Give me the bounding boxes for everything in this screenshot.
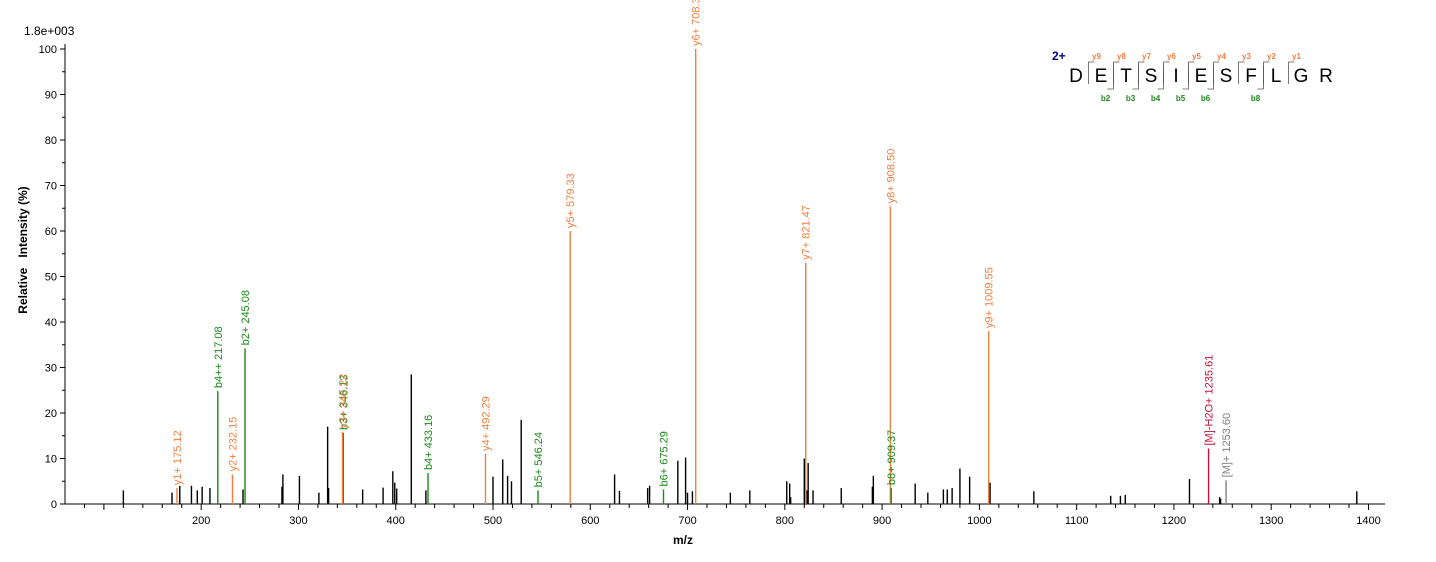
residue: D (1069, 66, 1083, 87)
y-tick-label: 100 (39, 44, 57, 56)
residue: L (1271, 66, 1282, 87)
y-fragment-bracket (1163, 61, 1170, 84)
peak-label: b4+ 433.16 (423, 415, 435, 470)
peak-label: y4+ 492.29 (481, 396, 493, 451)
y-tick-label: 90 (45, 90, 57, 102)
x-tick-label: 1300 (1259, 515, 1283, 527)
y-tick-label: 70 (45, 181, 57, 193)
b-ion-label: b6 (1201, 94, 1211, 103)
peak-label: b5+ 546.24 (533, 432, 545, 487)
peak-label: b3+ 346.13 (338, 375, 350, 430)
b-ion-label: b3 (1126, 94, 1136, 103)
y-tick-label: 80 (45, 135, 57, 147)
b-ion-label: b2 (1101, 94, 1111, 103)
y-ion-label: y7 (1142, 52, 1151, 61)
y-fragment-bracket (1188, 61, 1195, 84)
x-tick-label: 400 (387, 515, 405, 527)
y-ion-label: y4 (1217, 52, 1226, 61)
peak-label: y7+ 821.47 (801, 205, 813, 260)
y-ion-label: y3 (1242, 52, 1251, 61)
peaks (122, 49, 1358, 504)
y-axis-title: Relative Intensity (%) (16, 186, 30, 313)
y-tick-label: 60 (45, 226, 57, 238)
x-tick-label: 700 (678, 515, 696, 527)
peak-label: b8+ 909.37 (886, 430, 898, 485)
peak-label: b2+ 245.08 (240, 290, 252, 345)
x-tick-label: 1400 (1356, 515, 1380, 527)
y-tick-label: 0 (51, 499, 57, 511)
x-tick-label: 1100 (1065, 515, 1089, 527)
x-tick-label: 900 (873, 515, 891, 527)
b-fragment-bracket (1157, 66, 1164, 90)
y-fragment-bracket (1263, 61, 1270, 84)
peak-label: [M]-H2O+ 1235.61 (1204, 355, 1216, 446)
x-ticks: 200 300 400 500 600 700 800 900 1000 1100 1200 1300… (83, 504, 1381, 527)
y-ion-label: y1 (1292, 52, 1301, 61)
precursor-charge: 2+ (1052, 49, 1066, 63)
y-tick-label: 20 (45, 408, 57, 420)
y-fragment-bracket (1238, 61, 1245, 84)
y-ion-label: y9 (1092, 52, 1101, 61)
y-fragment-bracket (1288, 61, 1295, 84)
peak-label: [M]+ 1253.60 (1221, 413, 1233, 478)
peak-label: y1+ 175.12 (172, 430, 184, 485)
b-fragment-bracket (1107, 66, 1114, 90)
residue: R (1319, 66, 1333, 87)
y-ion-label: y6 (1167, 52, 1176, 61)
peak-label: y6+ 708.37 (691, 0, 703, 46)
x-tick-label: 300 (289, 515, 307, 527)
y-fragment-bracket (1088, 61, 1095, 84)
x-tick-label: 800 (776, 515, 794, 527)
y-fragment-bracket (1138, 61, 1145, 84)
peak-label: y9+ 1009.55 (984, 267, 996, 328)
y-tick-label: 10 (45, 454, 57, 466)
peak-label: y3+ 345.22 (337, 374, 349, 429)
b-fragment-bracket (1132, 66, 1139, 90)
y-ion-label: y8 (1117, 52, 1126, 61)
residue: E (1195, 66, 1208, 87)
peak-label: y8+ 908.50 (885, 149, 897, 204)
x-tick-label: 600 (581, 515, 599, 527)
y-ticks: 0 10 20 30 40 50 60 70 80 90 100 (39, 44, 65, 511)
intensity-scale-label: 1.8e+003 (24, 24, 75, 38)
b-ion-label: b4 (1151, 94, 1161, 103)
b-fragment-bracket (1207, 66, 1214, 90)
x-tick-label: 500 (484, 515, 502, 527)
x-axis-title: m/z (673, 533, 693, 547)
residue: S (1220, 66, 1233, 87)
residue: T (1120, 66, 1132, 87)
b-fragment-bracket (1257, 66, 1264, 90)
peak-label: b6+ 675.29 (659, 431, 671, 486)
x-tick-label: 200 (192, 515, 210, 527)
peak-label: b4++ 217.08 (213, 326, 225, 388)
y-tick-label: 30 (45, 363, 57, 375)
residue: S (1145, 66, 1158, 87)
y-tick-label: 50 (45, 272, 57, 284)
y-ion-label: y2 (1267, 52, 1276, 61)
x-tick-label: 1200 (1162, 515, 1186, 527)
residue: G (1294, 66, 1309, 87)
residue: F (1245, 66, 1257, 87)
residue: I (1173, 66, 1178, 87)
peak-labels: y1+ 175.12 y2+ 232.15 b4++ 217.08 b2+ 245.0… (172, 0, 1233, 487)
y-fragment-bracket (1213, 61, 1220, 84)
b-fragment-bracket (1182, 66, 1189, 90)
peak-label: y5+ 579.33 (565, 173, 577, 228)
x-tick-label: 1000 (967, 515, 991, 527)
axes (64, 44, 1385, 505)
y-ion-label: y5 (1192, 52, 1201, 61)
residue: E (1095, 66, 1108, 87)
b-ion-label: b8 (1251, 94, 1261, 103)
y-tick-label: 40 (45, 317, 57, 329)
peak-label: y2+ 232.15 (227, 417, 239, 472)
b-ion-label: b5 (1176, 94, 1186, 103)
y-fragment-bracket (1113, 61, 1120, 84)
